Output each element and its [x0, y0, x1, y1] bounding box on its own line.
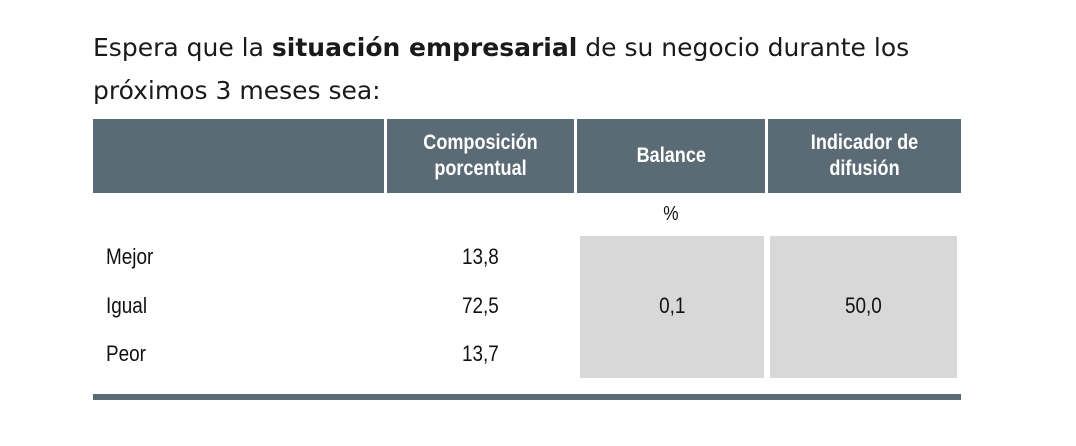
row-label-mejor: Mejor — [106, 244, 154, 269]
header-indicador: Indicador de difusión — [768, 119, 961, 193]
heading-prefix: Espera que la — [93, 33, 272, 62]
question-heading: Espera que la situación empresarial de s… — [93, 26, 993, 112]
heading-emphasis: situación empresarial — [271, 33, 578, 62]
row-value-mejor: 13,8 — [462, 244, 499, 269]
balance-cell — [580, 236, 764, 378]
indicador-value: 50,0 — [845, 293, 882, 318]
header-balance: Balance — [577, 119, 765, 193]
indicador-cell — [770, 236, 957, 378]
balance-value: 0,1 — [658, 293, 686, 318]
row-label-igual: Igual — [106, 293, 148, 318]
row-label-peor: Peor — [106, 341, 146, 366]
header-blank — [93, 119, 384, 193]
row-value-igual: 72,5 — [462, 293, 499, 318]
header-composicion: Composición porcentual — [387, 119, 574, 193]
row-value-peor: 13,7 — [462, 341, 499, 366]
heading-suffix: de su negocio durante los próximos 3 mes… — [93, 33, 910, 105]
table-bottom-rule — [93, 394, 961, 400]
unit-label: % — [663, 203, 679, 225]
expectations-table: Composición porcentual Balance Indicador… — [93, 119, 961, 403]
